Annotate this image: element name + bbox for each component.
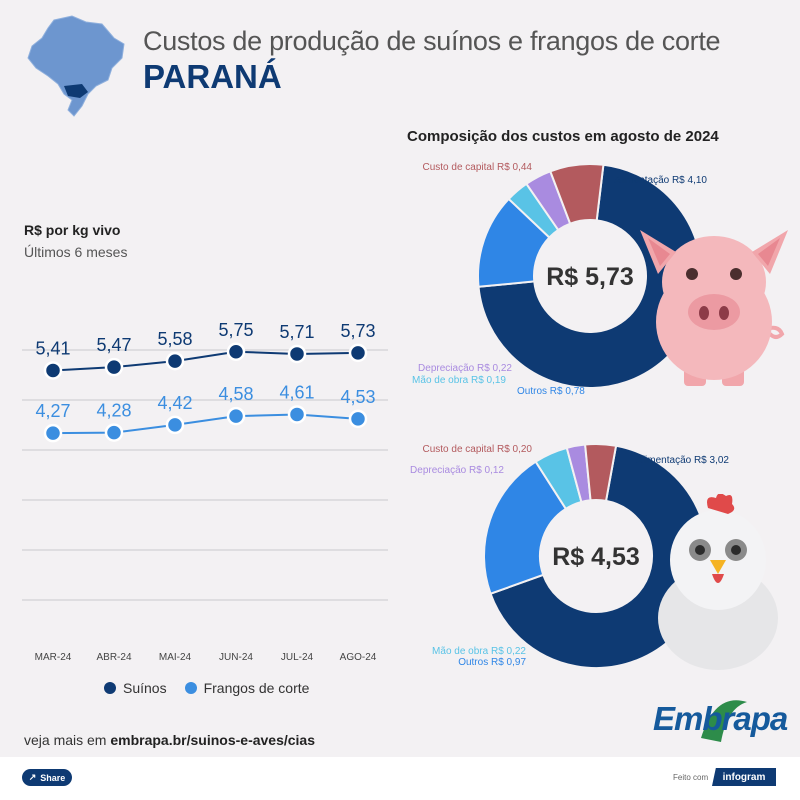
data-label: 4,28 <box>96 401 131 421</box>
legend-item-suinos: Suínos <box>104 680 167 696</box>
slice-label-mao_de_obra: Mão de obra R$ 0,22 <box>432 646 526 657</box>
pig-illustration-icon <box>640 230 788 386</box>
made-with-label: Feito com <box>673 773 709 782</box>
data-label: 5,73 <box>340 321 375 341</box>
embrapa-logo-mark-icon <box>701 700 747 742</box>
data-point <box>104 357 124 377</box>
data-label: 5,58 <box>157 329 192 349</box>
donut-total-label: R$ 5,73 <box>546 263 634 291</box>
x-tick-label: ABR-24 <box>96 652 131 663</box>
share-icon: ↗ <box>28 772 37 782</box>
donut-charts: Alimentação R$ 4,10 Outros R$ 0,78 Mão de … <box>410 162 729 669</box>
slice-label-custo_capital: Custo de capital R$ 0,44 <box>422 162 532 173</box>
x-tick-label: JUN-24 <box>219 652 253 663</box>
donut-slice-custo_capital <box>548 163 605 225</box>
footer-link-text: veja mais em embrapa.br/suinos-e-aves/ci… <box>24 732 315 748</box>
slice-label-outros: Outros R$ 0,78 <box>517 386 585 397</box>
line-chart-legend: Suínos Frangos de corte <box>104 680 309 696</box>
chicken-illustration-icon <box>658 494 778 670</box>
line-chart: MAR-24 ABR-24 MAI-24 JUN-24 JUL-24 AGO-24 5,41… <box>22 320 388 663</box>
slice-label-custo_capital: Custo de capital R$ 0,20 <box>422 444 532 455</box>
data-label: 4,27 <box>35 401 70 421</box>
line-chart-heading: R$ por kg vivo <box>24 222 121 238</box>
share-button-label: Share <box>40 772 66 783</box>
donut-slice-custo_capital <box>584 443 618 503</box>
slice-label-alimentacao: Alimentação R$ 3,02 <box>636 455 729 466</box>
slice-label-alimentacao: Alimentação R$ 4,10 <box>614 175 707 186</box>
data-point <box>43 361 63 380</box>
donut-total-label: R$ 4,53 <box>552 543 640 571</box>
data-label: 4,61 <box>279 382 314 402</box>
data-point <box>165 351 185 371</box>
data-label: 4,58 <box>218 384 253 404</box>
data-point <box>348 409 368 429</box>
series-line-0 <box>52 350 359 372</box>
footer-bar <box>0 757 800 800</box>
data-label: 5,75 <box>218 320 253 340</box>
series-line-1 <box>52 413 359 435</box>
data-point <box>43 423 63 443</box>
legend-label-frangos: Frangos de corte <box>203 680 310 696</box>
embrapa-logo-text: Embrapa <box>653 700 788 737</box>
data-point <box>104 423 124 442</box>
x-tick-label: AGO-24 <box>340 652 377 663</box>
page-title: Custos de produção de suínos e frangos d… <box>143 26 721 56</box>
data-point <box>165 415 185 435</box>
share-button[interactable]: ↗ Share <box>22 769 72 786</box>
x-tick-label: MAI-24 <box>159 652 192 663</box>
composition-title: Composição dos custos em agosto de 2024 <box>407 128 719 145</box>
data-point <box>348 343 368 363</box>
infogram-link[interactable]: infogram <box>712 768 776 786</box>
footer-link[interactable]: embrapa.br/suinos-e-aves/cias <box>110 732 316 748</box>
x-tick-label: JUL-24 <box>281 652 314 663</box>
slice-label-depreciacao: Depreciação R$ 0,22 <box>418 363 512 374</box>
legend-label-suinos: Suínos <box>123 680 167 696</box>
footer-prefix: veja mais em <box>24 732 111 748</box>
slice-label-depreciacao: Depreciação R$ 0,12 <box>410 465 504 476</box>
data-point <box>226 406 246 426</box>
slice-label-mao_de_obra: Mão de obra R$ 0,19 <box>412 375 506 386</box>
embrapa-logo: Embrapa <box>653 700 788 742</box>
legend-swatch-frangos <box>184 682 197 694</box>
line-chart-subheading: Últimos 6 meses <box>24 244 128 260</box>
data-point <box>287 405 307 424</box>
legend-item-frangos: Frangos de corte <box>184 680 310 696</box>
data-label: 5,47 <box>96 335 131 355</box>
data-point <box>226 342 246 361</box>
brazil-map-icon <box>27 15 125 117</box>
data-point <box>287 344 307 364</box>
data-label: 5,71 <box>279 322 314 342</box>
data-label: 5,41 <box>35 338 70 358</box>
x-tick-label: MAR-24 <box>35 652 72 663</box>
data-label: 4,53 <box>340 387 375 407</box>
slice-label-outros: Outros R$ 0,97 <box>458 657 526 668</box>
donut-slice-outros <box>483 460 568 596</box>
page-subtitle: PARANÁ <box>143 58 282 95</box>
legend-swatch-suinos <box>104 682 116 694</box>
data-label: 4,42 <box>157 393 192 413</box>
